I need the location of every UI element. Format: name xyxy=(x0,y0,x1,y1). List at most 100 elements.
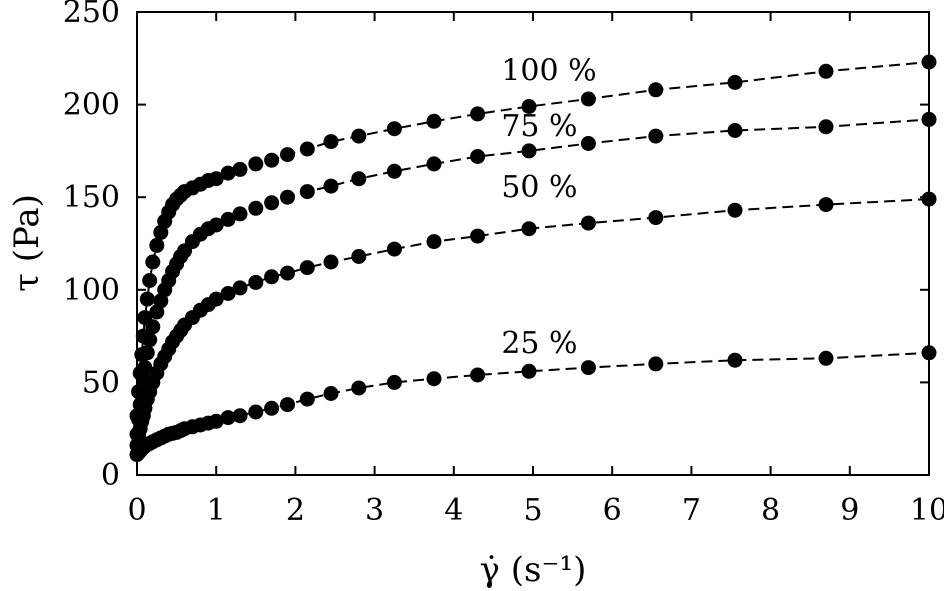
data-point xyxy=(232,280,248,296)
x-tick-label: 4 xyxy=(444,493,463,528)
data-point xyxy=(386,241,402,257)
data-point xyxy=(351,380,367,396)
data-point xyxy=(648,356,664,372)
data-point xyxy=(299,184,315,200)
series-label: 75 % xyxy=(501,109,577,144)
data-point xyxy=(248,404,264,420)
x-tick-label: 7 xyxy=(682,493,701,528)
y-tick-label: 250 xyxy=(63,0,120,30)
x-tick-label: 0 xyxy=(127,493,146,528)
data-point xyxy=(921,111,937,127)
x-axis-label: γ̇ (s⁻¹) xyxy=(480,550,587,590)
data-points xyxy=(129,54,937,463)
data-point xyxy=(142,273,158,288)
data-point xyxy=(426,371,442,387)
data-point xyxy=(139,291,155,307)
data-point xyxy=(727,123,743,138)
axis-ticks xyxy=(136,11,930,476)
data-point xyxy=(351,128,367,144)
data-point xyxy=(280,147,295,163)
data-point xyxy=(580,136,596,151)
data-point xyxy=(145,254,161,270)
data-point xyxy=(248,200,264,216)
data-point xyxy=(280,397,295,413)
data-point xyxy=(220,165,236,181)
data-point xyxy=(299,391,315,407)
data-point xyxy=(648,128,664,144)
data-point xyxy=(426,156,442,172)
data-point xyxy=(323,386,339,401)
data-point xyxy=(470,367,486,383)
data-point xyxy=(145,319,161,335)
data-point xyxy=(232,206,248,222)
data-point xyxy=(386,163,402,179)
data-point xyxy=(142,332,158,348)
y-tick-labels: 0 50 100 150 200 250 xyxy=(63,0,120,493)
data-point xyxy=(351,171,367,187)
x-tick-label: 6 xyxy=(603,493,622,528)
data-point xyxy=(921,345,937,361)
data-point xyxy=(818,119,834,135)
data-point xyxy=(426,113,442,129)
data-point xyxy=(323,254,339,270)
data-point xyxy=(818,350,834,366)
data-point xyxy=(248,156,264,172)
data-point xyxy=(208,413,224,429)
y-axis-label: τ (Pa) xyxy=(7,194,47,292)
data-point xyxy=(648,210,664,226)
data-point xyxy=(580,215,596,231)
data-point xyxy=(386,374,402,390)
data-point xyxy=(521,99,537,114)
data-point xyxy=(580,91,596,107)
data-point xyxy=(818,63,834,79)
data-point xyxy=(232,408,248,424)
data-point xyxy=(208,291,224,307)
x-tick-label: 8 xyxy=(761,493,780,528)
x-tick-label: 9 xyxy=(840,493,859,528)
data-point xyxy=(727,202,743,218)
data-point xyxy=(264,195,280,211)
x-tick-label: 5 xyxy=(523,493,542,528)
data-point xyxy=(921,54,937,70)
data-point xyxy=(470,106,486,122)
series-label: 100 % xyxy=(501,54,596,89)
data-point xyxy=(232,161,248,177)
data-point xyxy=(208,171,224,187)
data-point xyxy=(351,249,367,264)
data-point xyxy=(580,360,596,376)
y-tick-label: 0 xyxy=(101,458,120,493)
data-point xyxy=(220,410,236,426)
data-point xyxy=(280,265,295,281)
series-label: 25 % xyxy=(501,326,577,361)
x-tick-label: 2 xyxy=(286,493,305,528)
data-point xyxy=(264,400,280,416)
data-point xyxy=(220,211,236,227)
series-label: 50 % xyxy=(501,170,577,205)
data-point xyxy=(220,286,236,301)
y-tick-label: 200 xyxy=(63,88,120,123)
x-tick-label: 1 xyxy=(207,493,226,528)
series-labels: 100 % 75 % 50 % 25 % xyxy=(501,54,596,361)
data-point xyxy=(323,178,339,194)
data-point xyxy=(727,74,743,90)
data-point xyxy=(323,134,339,150)
data-point xyxy=(521,221,537,237)
data-point xyxy=(299,141,315,157)
x-tick-label: 3 xyxy=(365,493,384,528)
data-point xyxy=(208,217,224,233)
y-tick-label: 150 xyxy=(63,180,120,215)
data-point xyxy=(264,152,280,168)
data-point xyxy=(921,191,937,207)
x-tick-labels: 0 1 2 3 4 5 6 7 8 9 10 xyxy=(127,493,944,528)
data-point xyxy=(264,269,280,285)
y-tick-label: 50 xyxy=(82,365,120,400)
data-point xyxy=(137,360,153,376)
data-point xyxy=(386,121,402,137)
data-point xyxy=(139,345,155,361)
data-point xyxy=(280,189,295,205)
data-point xyxy=(818,197,834,213)
data-point xyxy=(521,143,537,159)
data-point xyxy=(470,149,486,164)
data-point xyxy=(299,260,315,276)
